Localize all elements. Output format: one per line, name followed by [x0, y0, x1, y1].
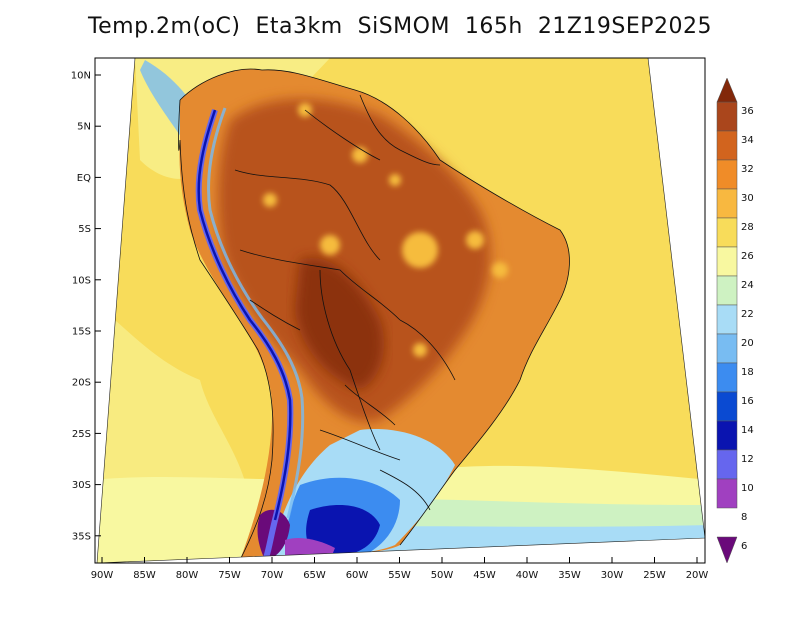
lat-tick-label: 10N [71, 71, 91, 82]
colorbar-label: 6 [741, 541, 747, 552]
andes-core [197, 109, 292, 521]
lat-tick-label: EQ [77, 173, 91, 184]
lat-tick-label: 5N [77, 122, 91, 133]
colorbar-swatch [716, 217, 738, 248]
colorbar-swatch [716, 188, 738, 219]
colorbar-label: 34 [741, 135, 754, 146]
latitude-axis: 10N 5N EQ 5S 10S 15S 20S 25S 30S 35S [71, 71, 101, 542]
lon-tick-label: 30W [601, 570, 624, 581]
colorbar-low-arrow [716, 536, 738, 564]
lon-tick-label: 20W [686, 570, 709, 581]
lon-tick-label: 35W [558, 570, 581, 581]
lon-tick-label: 40W [516, 570, 539, 581]
colorbar-swatch [716, 391, 738, 422]
interior-hot-core [295, 258, 384, 390]
lon-tick-label: 25W [643, 570, 666, 581]
colorbar-label: 24 [741, 280, 754, 291]
colorbar-label: 10 [741, 483, 754, 494]
colorbar-swatch [716, 101, 738, 132]
colorbar-swatch [716, 246, 738, 277]
colorbar-label: 26 [741, 251, 754, 262]
colorbar-swatch [716, 362, 738, 393]
colorbar-swatch [716, 130, 738, 161]
lat-tick-label: 20S [72, 378, 91, 389]
colorbar-swatch [716, 420, 738, 451]
map-domain [97, 58, 705, 563]
lon-tick-label: 50W [431, 570, 454, 581]
colorbar-label: 22 [741, 309, 754, 320]
lat-tick-label: 10S [72, 275, 91, 286]
colorbar-swatch [716, 449, 738, 480]
lat-tick-label: 35S [72, 531, 91, 542]
colorbar-label: 36 [741, 106, 754, 117]
lon-tick-label: 60W [346, 570, 369, 581]
lon-tick-label: 70W [261, 570, 284, 581]
colorbar-label: 8 [741, 512, 747, 523]
pacific-band-24 [97, 300, 250, 563]
hot-spots [263, 103, 508, 357]
interior-warm [218, 98, 491, 422]
country-borders [178, 68, 570, 561]
colorbar-label: 32 [741, 164, 754, 175]
colorbar-swatch [716, 478, 738, 509]
colorbar-label: 28 [741, 222, 754, 233]
colorbar-swatch [716, 333, 738, 364]
lon-tick-label: 75W [218, 570, 241, 581]
colorbar-label: 16 [741, 396, 754, 407]
lat-tick-label: 30S [72, 480, 91, 491]
lon-tick-label: 85W [133, 570, 156, 581]
lat-tick-label: 25S [72, 429, 91, 440]
colorbar-high-arrow [716, 77, 738, 103]
lat-tick-label: 15S [72, 327, 91, 338]
lon-tick-label: 55W [388, 570, 411, 581]
lon-tick-label: 65W [303, 570, 326, 581]
colorbar-label: 14 [741, 425, 754, 436]
colorbar: 6 8 10 12 14 16 18 20 22 24 26 28 30 32 34 36 [716, 77, 754, 564]
lon-tick-label: 80W [176, 570, 199, 581]
lon-tick-label: 45W [473, 570, 496, 581]
longitude-axis: 90W 85W 80W 75W 70W 65W 60W 55W 50W 45W 40W 35W 30W 2… [91, 557, 709, 581]
colorbar-swatch [716, 275, 738, 306]
colorbar-label: 12 [741, 454, 754, 465]
colorbar-label: 30 [741, 193, 754, 204]
lat-tick-label: 5S [78, 224, 91, 235]
colorbar-label: 18 [741, 367, 754, 378]
andes-edge [207, 107, 305, 519]
colorbar-swatch [716, 159, 738, 190]
lon-tick-label: 90W [91, 570, 114, 581]
map-title: Temp.2m(oC) Eta3km SiSMOM 165h 21Z19SEP2… [87, 14, 713, 39]
colorbar-label: 20 [741, 338, 754, 349]
colorbar-swatch [716, 304, 738, 335]
